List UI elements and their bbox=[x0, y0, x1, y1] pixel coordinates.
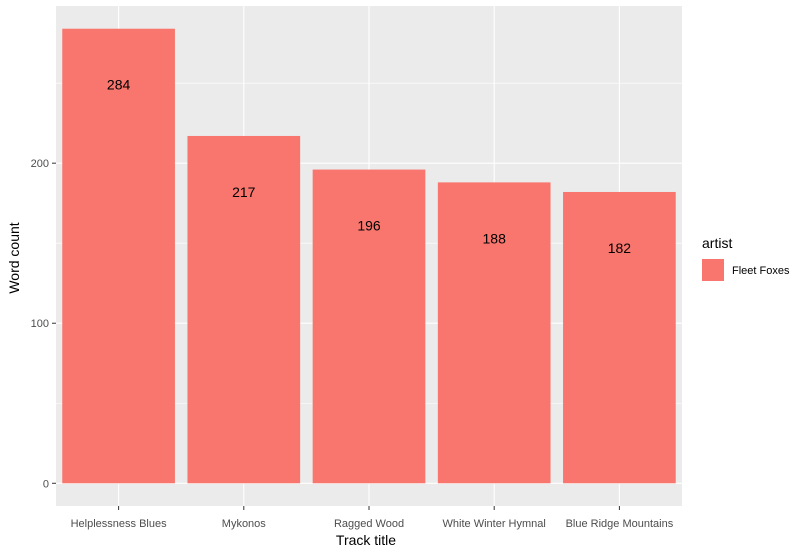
y-axis: 0 100 200 bbox=[31, 158, 56, 490]
bar bbox=[437, 182, 551, 484]
x-tick-label: White Winter Hymnal bbox=[443, 518, 546, 530]
data-label: 196 bbox=[357, 218, 381, 234]
x-tick-label: Ragged Wood bbox=[334, 518, 404, 530]
data-labels: 284 217 196 188 182 bbox=[107, 77, 631, 256]
legend-title: artist bbox=[702, 235, 732, 251]
data-label: 182 bbox=[608, 240, 632, 256]
x-axis-title: Track title bbox=[336, 532, 396, 548]
data-label: 188 bbox=[483, 230, 507, 246]
legend: artist Fleet Foxes bbox=[702, 235, 790, 281]
x-tick-label: Mykonos bbox=[222, 518, 267, 530]
y-tick-label: 100 bbox=[31, 318, 49, 330]
y-tick-label: 200 bbox=[31, 158, 49, 170]
x-tick-label: Helplessness Blues bbox=[71, 518, 167, 530]
data-label: 284 bbox=[107, 77, 131, 93]
bar bbox=[187, 135, 301, 484]
bars bbox=[62, 28, 676, 484]
bar bbox=[62, 28, 175, 484]
bar bbox=[563, 191, 676, 484]
y-tick-label: 0 bbox=[43, 478, 49, 490]
legend-label-fleet-foxes: Fleet Foxes bbox=[732, 265, 790, 277]
x-axis: Helplessness Blues Mykonos Ragged Wood Whit… bbox=[71, 506, 674, 530]
legend-key-fleet-foxes bbox=[702, 259, 724, 281]
bar bbox=[312, 169, 426, 484]
y-axis-title: Word count bbox=[6, 222, 22, 293]
data-label: 217 bbox=[232, 184, 256, 200]
x-tick-label: Blue Ridge Mountains bbox=[566, 518, 674, 530]
